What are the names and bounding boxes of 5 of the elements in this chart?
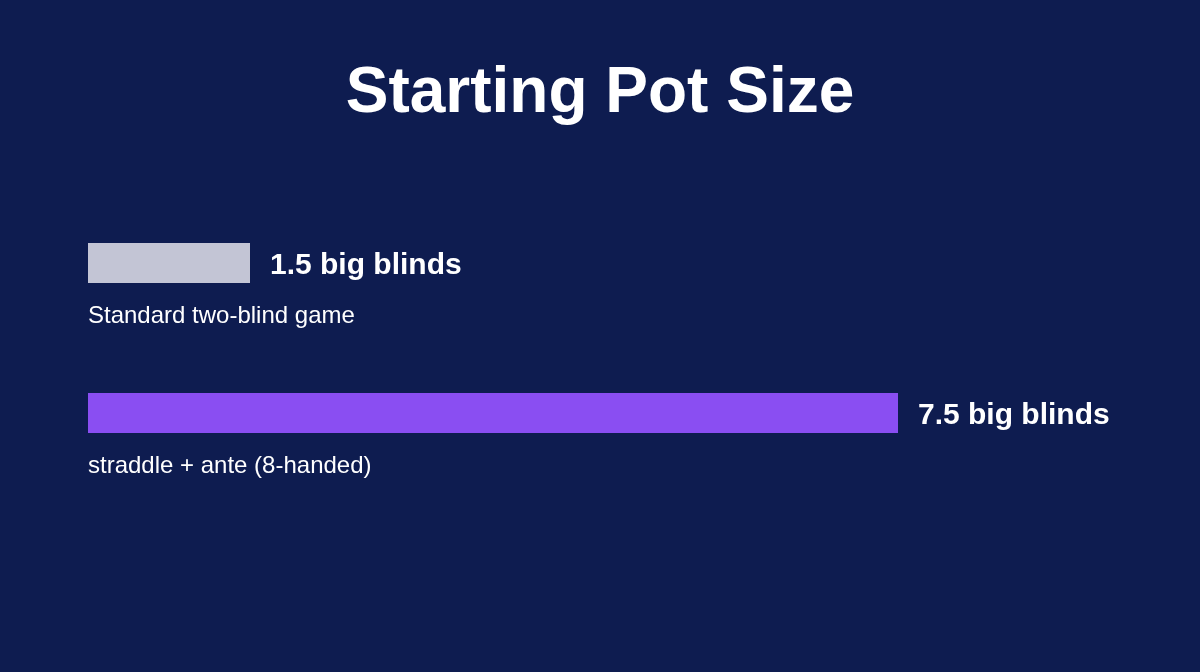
y-tick-label: Standard two-blind game (88, 301, 355, 328)
chart-title: Starting Pot Size (345, 54, 855, 126)
data-label: 1.5 big blinds (270, 246, 462, 280)
data-label: 7.5 big blinds (918, 396, 1110, 430)
y-tick-label: straddle + ante (8-handed) (88, 451, 372, 478)
